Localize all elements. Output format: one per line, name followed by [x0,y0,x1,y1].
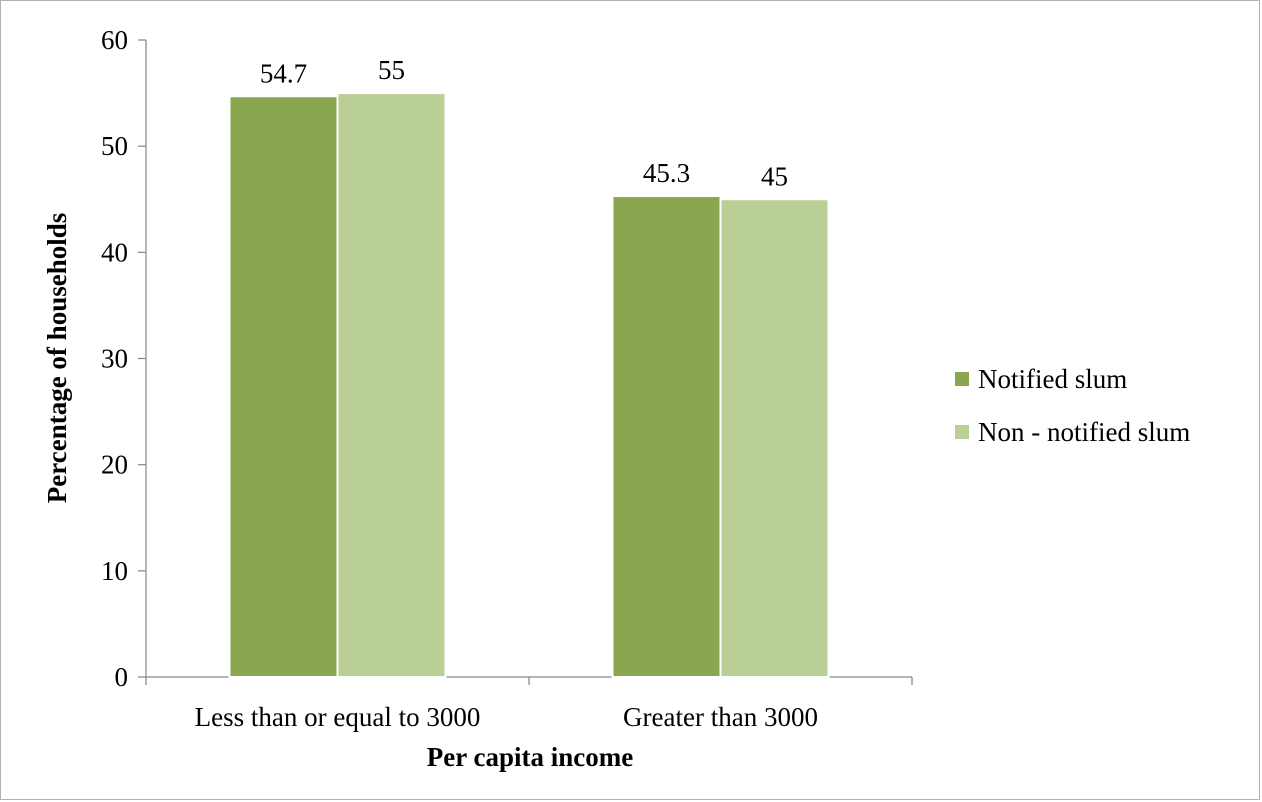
bar-non-notified [336,92,447,679]
bars [228,92,830,679]
legend-label: Non - notified slum [978,417,1190,447]
y-axis: 0 10 20 30 40 50 60 [101,25,147,692]
y-tick-label: 60 [101,25,128,55]
legend-label: Notified slum [978,364,1127,394]
bar-notified [228,95,339,679]
y-axis-title: Percentage of households [42,213,72,504]
legend-swatch [955,425,969,439]
x-tick-label: Greater than 3000 [623,702,818,732]
data-labels: 54.7 55 45.3 45 [260,55,788,191]
y-tick-label: 40 [101,237,128,267]
x-axis: Less than or equal to 3000 Greater than 3… [145,676,913,732]
data-label: 45.3 [643,158,690,188]
bar-non-notified [719,198,830,678]
legend: Notified slum Non - notified slum [955,364,1190,447]
y-tick-label: 30 [101,344,128,374]
y-tick-label: 0 [115,662,129,692]
data-label: 45 [761,161,788,191]
x-tick-label: Less than or equal to 3000 [195,702,481,732]
data-label: 55 [378,55,405,85]
y-tick-label: 20 [101,450,128,480]
bar-notified [611,195,722,678]
y-tick-label: 10 [101,556,128,586]
x-axis-title: Per capita income [427,742,633,772]
y-tick-label: 50 [101,131,128,161]
data-label: 54.7 [260,58,307,88]
legend-swatch [955,372,969,386]
